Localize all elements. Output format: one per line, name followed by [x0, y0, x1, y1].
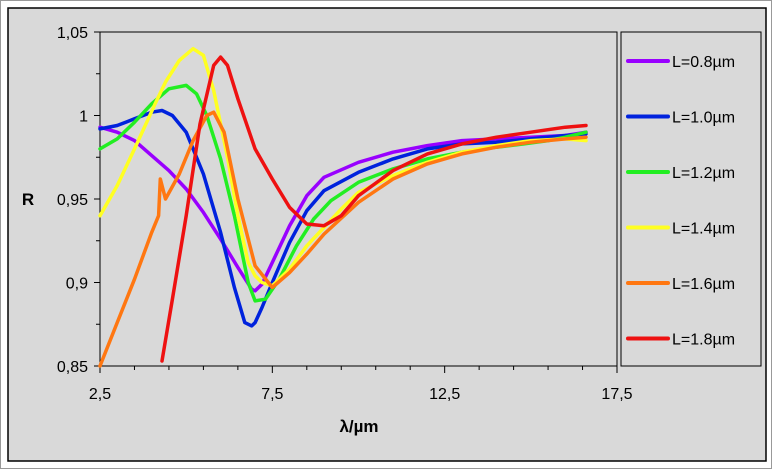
- x-tick-label: 12,5: [429, 386, 460, 403]
- legend-label: L=1.8µm: [672, 332, 735, 349]
- series-line-6: [160, 55, 588, 363]
- series-line-1: [98, 125, 588, 293]
- x-tick-label: 7,5: [261, 386, 283, 403]
- legend-label: L=1.6µm: [672, 276, 735, 293]
- x-tick-label: 17,5: [601, 386, 632, 403]
- legend: L=0.8µm L=1.0µm L=1.2µm L=1.4µm L=1.6µm L=1.8…: [626, 54, 735, 349]
- legend-label: L=0.8µm: [672, 54, 735, 71]
- axes: 0,85 0,9 0,95 1 1,05 2,5 7,5 12,5 17,5: [57, 25, 633, 403]
- legend-label: L=1.2µm: [672, 165, 735, 182]
- plot-area: [99, 31, 618, 367]
- series-layer: [98, 46, 588, 368]
- y-tick-label: 0,9: [66, 276, 88, 293]
- legend-label: L=1.0µm: [672, 110, 735, 127]
- x-tick-label: 2,5: [89, 386, 111, 403]
- series-line-5: [98, 110, 588, 368]
- y-tick-label: 0,85: [57, 359, 88, 376]
- y-tick-label: 1,05: [57, 25, 88, 42]
- y-axis-title: R: [22, 190, 34, 209]
- y-tick-label: 1: [79, 109, 88, 126]
- y-tick-label: 0,95: [57, 192, 88, 209]
- legend-box: [620, 31, 762, 367]
- x-axis-title: λ/µm: [339, 417, 378, 436]
- legend-label: L=1.4µm: [672, 221, 735, 238]
